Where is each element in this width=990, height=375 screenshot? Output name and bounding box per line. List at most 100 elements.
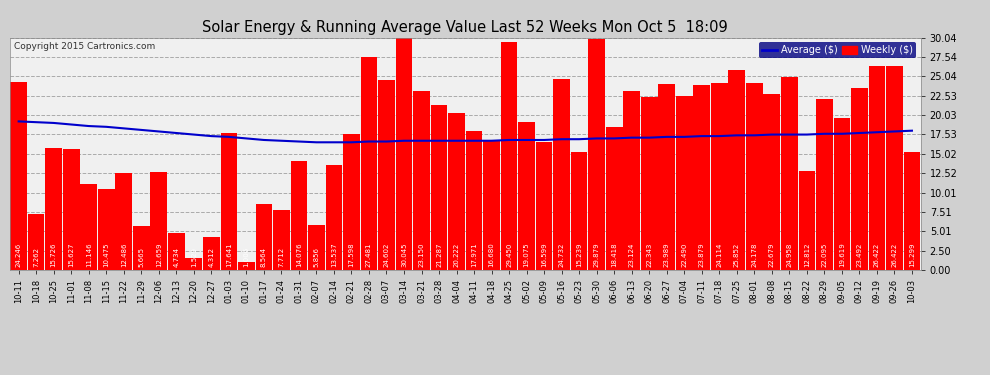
- Bar: [273, 210, 290, 270]
- Bar: [763, 94, 780, 270]
- Bar: [851, 88, 867, 270]
- Bar: [46, 148, 62, 270]
- Text: 16.599: 16.599: [542, 242, 547, 267]
- Bar: [693, 85, 710, 270]
- Text: 22.343: 22.343: [646, 243, 652, 267]
- Bar: [676, 96, 693, 270]
- Bar: [799, 171, 815, 270]
- Text: 26.422: 26.422: [891, 243, 897, 267]
- Text: 12.659: 12.659: [155, 242, 161, 267]
- Text: 21.287: 21.287: [436, 242, 442, 267]
- Text: 18.418: 18.418: [611, 242, 617, 267]
- Text: 16.680: 16.680: [489, 242, 495, 267]
- Text: 15.299: 15.299: [909, 242, 915, 267]
- Text: 24.114: 24.114: [717, 243, 723, 267]
- Bar: [150, 172, 167, 270]
- Text: 17.641: 17.641: [226, 242, 232, 267]
- Bar: [904, 152, 921, 270]
- Text: 23.124: 23.124: [629, 243, 635, 267]
- Bar: [711, 83, 728, 270]
- Text: 24.602: 24.602: [383, 243, 389, 267]
- Text: 19.619: 19.619: [839, 242, 844, 267]
- Bar: [308, 225, 325, 270]
- Bar: [781, 77, 798, 270]
- Text: 4.734: 4.734: [173, 247, 179, 267]
- Bar: [168, 233, 184, 270]
- Text: 29.450: 29.450: [506, 243, 512, 267]
- Text: 1.006: 1.006: [244, 247, 249, 267]
- Bar: [10, 82, 27, 270]
- Text: 22.095: 22.095: [822, 243, 828, 267]
- Bar: [588, 39, 605, 270]
- Text: 24.958: 24.958: [786, 243, 792, 267]
- Bar: [133, 226, 149, 270]
- Text: 5.665: 5.665: [139, 247, 145, 267]
- Text: 15.239: 15.239: [576, 242, 582, 267]
- Bar: [185, 258, 202, 270]
- Bar: [816, 99, 833, 270]
- Bar: [641, 97, 657, 270]
- Text: 1.529: 1.529: [191, 247, 197, 267]
- Bar: [28, 214, 45, 270]
- Text: 19.075: 19.075: [524, 242, 530, 267]
- Text: Copyright 2015 Cartronics.com: Copyright 2015 Cartronics.com: [15, 42, 155, 51]
- Text: 23.879: 23.879: [699, 242, 705, 267]
- Bar: [448, 114, 465, 270]
- Text: 11.146: 11.146: [86, 242, 92, 267]
- Text: 12.812: 12.812: [804, 242, 810, 267]
- Bar: [80, 184, 97, 270]
- Text: 24.178: 24.178: [751, 242, 757, 267]
- Legend: Average ($), Weekly ($): Average ($), Weekly ($): [759, 42, 916, 58]
- Text: 20.222: 20.222: [453, 243, 459, 267]
- Text: 24.732: 24.732: [558, 243, 564, 267]
- Text: 12.486: 12.486: [121, 242, 127, 267]
- Text: 23.150: 23.150: [419, 242, 425, 267]
- Bar: [203, 237, 220, 270]
- Bar: [255, 204, 272, 270]
- Bar: [396, 38, 412, 270]
- Bar: [344, 134, 359, 270]
- Text: 24.246: 24.246: [16, 243, 22, 267]
- Bar: [658, 84, 675, 270]
- Text: 7.712: 7.712: [278, 247, 284, 267]
- Text: 23.989: 23.989: [663, 242, 669, 267]
- Bar: [465, 131, 482, 270]
- Bar: [291, 161, 307, 270]
- Text: 5.856: 5.856: [314, 247, 320, 267]
- Bar: [501, 42, 518, 270]
- Text: 8.564: 8.564: [261, 247, 267, 267]
- Text: 15.726: 15.726: [50, 242, 56, 267]
- Text: 30.045: 30.045: [401, 242, 407, 267]
- Text: 17.971: 17.971: [471, 242, 477, 267]
- Bar: [221, 134, 238, 270]
- Text: 25.852: 25.852: [734, 243, 740, 267]
- Bar: [238, 262, 254, 270]
- Bar: [553, 79, 570, 270]
- Bar: [431, 105, 447, 270]
- Text: 7.262: 7.262: [34, 247, 40, 267]
- Title: Solar Energy & Running Average Value Last 52 Weeks Mon Oct 5  18:09: Solar Energy & Running Average Value Las…: [202, 20, 729, 35]
- Text: 10.475: 10.475: [103, 242, 109, 267]
- Bar: [413, 91, 430, 270]
- Bar: [606, 128, 623, 270]
- Bar: [536, 141, 552, 270]
- Bar: [326, 165, 343, 270]
- Bar: [63, 149, 79, 270]
- Bar: [483, 141, 500, 270]
- Text: 4.312: 4.312: [208, 247, 214, 267]
- Bar: [729, 70, 745, 270]
- Bar: [886, 66, 903, 270]
- Bar: [624, 91, 640, 270]
- Text: 15.627: 15.627: [68, 242, 74, 267]
- Text: 22.679: 22.679: [769, 242, 775, 267]
- Text: 23.492: 23.492: [856, 243, 862, 267]
- Text: 14.076: 14.076: [296, 242, 302, 267]
- Bar: [571, 152, 587, 270]
- Bar: [519, 122, 535, 270]
- Text: 29.879: 29.879: [594, 242, 600, 267]
- Bar: [746, 83, 762, 270]
- Text: 13.537: 13.537: [331, 242, 337, 267]
- Bar: [868, 66, 885, 270]
- Text: 26.422: 26.422: [874, 243, 880, 267]
- Text: 22.490: 22.490: [681, 243, 687, 267]
